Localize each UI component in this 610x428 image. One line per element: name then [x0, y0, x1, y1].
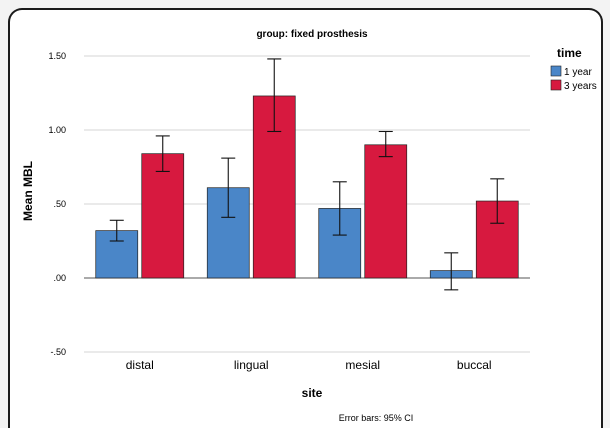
- error-bar-lingual-3-years: [267, 58, 282, 133]
- legend: time 1 year 3 years: [550, 46, 597, 92]
- bar-chart: group: fixed prosthesis -.50 .00 .50 1.00 1.…: [21, 29, 597, 423]
- y-tick-label: .00: [53, 273, 66, 283]
- error-bar-buccal-3-years: [490, 178, 505, 224]
- x-category-label-buccal: buccal: [457, 358, 492, 372]
- legend-label-3-years: 3 years: [564, 81, 597, 92]
- y-tick-label: 1.50: [48, 51, 66, 61]
- y-axis-title: Mean MBL: [21, 161, 35, 221]
- x-axis-categories: distal lingual mesial buccal: [126, 358, 492, 372]
- y-tick-label: .50: [53, 199, 66, 209]
- bar-mesial-3-years: [364, 144, 408, 279]
- x-axis-title: site: [302, 386, 323, 400]
- y-axis-ticks: -.50 .00 .50 1.00 1.50: [48, 51, 66, 357]
- legend-swatch-3-years: [550, 79, 562, 91]
- chart-title: group: fixed prosthesis: [256, 29, 368, 40]
- chart-frame: group: fixed prosthesis -.50 .00 .50 1.00 1.…: [8, 8, 603, 428]
- error-bar-lingual-1-year: [221, 157, 236, 218]
- error-bar-distal-1-year: [109, 219, 124, 242]
- error-bars: [109, 58, 505, 291]
- error-bar-mesial-1-year: [332, 181, 347, 236]
- error-bar-footnote: Error bars: 95% CI: [339, 413, 414, 423]
- legend-swatch-1-year: [550, 65, 562, 77]
- x-category-label-lingual: lingual: [234, 358, 269, 372]
- y-tick-label: -.50: [50, 347, 66, 357]
- y-tick-label: 1.00: [48, 125, 66, 135]
- legend-title: time: [557, 46, 582, 60]
- x-category-label-distal: distal: [126, 358, 154, 372]
- error-bar-buccal-1-year: [444, 252, 459, 291]
- bar-lingual-1-year: [206, 187, 250, 279]
- error-bar-distal-3-years: [155, 135, 170, 172]
- legend-label-1-year: 1 year: [564, 67, 592, 78]
- x-category-label-mesial: mesial: [345, 358, 380, 372]
- error-bar-mesial-3-years: [378, 130, 393, 158]
- bars: [95, 95, 519, 279]
- bar-distal-3-years: [141, 153, 185, 279]
